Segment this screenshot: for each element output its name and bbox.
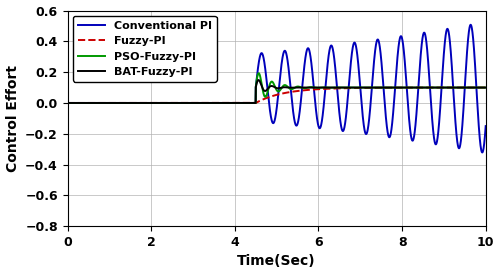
- Conventional PI: [480, 151, 486, 154]
- Line: Conventional PI: Conventional PI: [68, 25, 486, 152]
- BAT-Fuzzy-PI: [266, 85, 272, 89]
- Line: BAT-Fuzzy-PI: BAT-Fuzzy-PI: [68, 80, 486, 103]
- Conventional PI: [452, 120, 458, 124]
- PSO-Fuzzy-PI: [354, 86, 360, 89]
- Fuzzy-PI: [482, 86, 488, 89]
- Fuzzy-PI: [266, 95, 272, 99]
- PSO-Fuzzy-PI: [64, 101, 70, 105]
- Conventional PI: [482, 124, 488, 128]
- Conventional PI: [146, 101, 152, 105]
- Conventional PI: [266, 105, 272, 108]
- PSO-Fuzzy-PI: [456, 86, 462, 89]
- PSO-Fuzzy-PI: [452, 86, 458, 89]
- BAT-Fuzzy-PI: [456, 86, 462, 89]
- BAT-Fuzzy-PI: [64, 101, 70, 105]
- Fuzzy-PI: [354, 86, 360, 90]
- BAT-Fuzzy-PI: [256, 78, 262, 82]
- Y-axis label: Control Effort: Control Effort: [6, 65, 20, 172]
- PSO-Fuzzy-PI: [482, 86, 488, 89]
- Conventional PI: [442, 43, 448, 46]
- Fuzzy-PI: [442, 86, 448, 89]
- PSO-Fuzzy-PI: [146, 101, 152, 105]
- PSO-Fuzzy-PI: [256, 72, 262, 75]
- X-axis label: Time(Sec): Time(Sec): [238, 255, 316, 269]
- PSO-Fuzzy-PI: [442, 86, 448, 89]
- BAT-Fuzzy-PI: [442, 86, 448, 89]
- Conventional PI: [354, 48, 360, 52]
- Fuzzy-PI: [146, 101, 152, 105]
- Conventional PI: [456, 145, 462, 149]
- BAT-Fuzzy-PI: [146, 101, 152, 105]
- Line: PSO-Fuzzy-PI: PSO-Fuzzy-PI: [68, 73, 486, 103]
- Conventional PI: [468, 23, 473, 26]
- BAT-Fuzzy-PI: [452, 86, 458, 89]
- BAT-Fuzzy-PI: [482, 86, 488, 89]
- Fuzzy-PI: [452, 86, 458, 89]
- BAT-Fuzzy-PI: [354, 86, 360, 89]
- Line: Fuzzy-PI: Fuzzy-PI: [68, 88, 486, 103]
- Fuzzy-PI: [456, 86, 462, 89]
- Legend: Conventional PI, Fuzzy-PI, PSO-Fuzzy-PI, BAT-Fuzzy-PI: Conventional PI, Fuzzy-PI, PSO-Fuzzy-PI,…: [73, 16, 217, 82]
- PSO-Fuzzy-PI: [266, 84, 272, 87]
- Conventional PI: [64, 101, 70, 105]
- Fuzzy-PI: [64, 101, 70, 105]
